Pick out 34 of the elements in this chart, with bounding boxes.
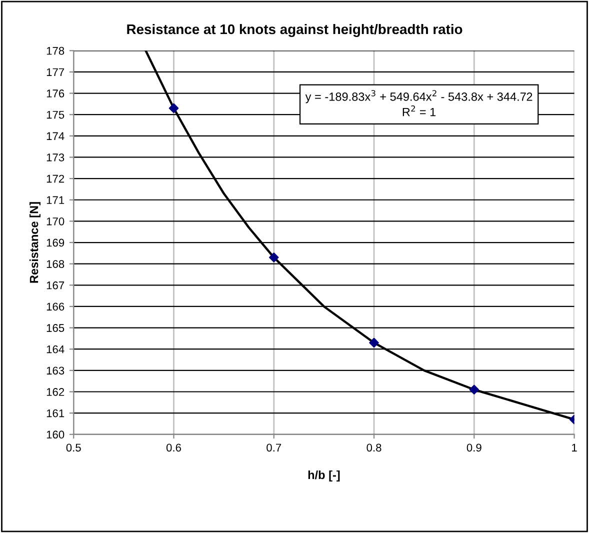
- x-tick-label: 0.6: [166, 444, 181, 452]
- y-tick-label: 171: [46, 196, 64, 204]
- y-tick-label: 162: [46, 388, 64, 396]
- point: [168, 103, 179, 114]
- x-axis-title: h/b [-]: [308, 470, 340, 482]
- x-tick-label: 0.5: [66, 444, 81, 452]
- point: [469, 384, 480, 394]
- y-axis-title: Resistance [N]: [30, 202, 41, 283]
- y-tick-label: 176: [46, 90, 64, 98]
- y-tick-label: 172: [46, 174, 64, 183]
- y-tick-label: 161: [46, 409, 64, 418]
- x-tick-label: 0.8: [366, 444, 382, 452]
- y-tick-label: 178: [46, 46, 64, 55]
- y-tick-label: 169: [46, 238, 64, 247]
- annotation: R$^{2}$ = 1: [402, 105, 436, 116]
- y-tick-label: 170: [46, 217, 64, 226]
- y-tick-label: 173: [46, 154, 64, 162]
- y-tick-label: 163: [46, 366, 64, 375]
- y-tick-label: 175: [46, 110, 64, 119]
- x-tick-label: 0.7: [266, 444, 282, 452]
- point: [269, 252, 279, 262]
- x-tick-label: 1: [572, 444, 577, 452]
- y-tick-label: 164: [46, 345, 64, 354]
- y-tick-label: 177: [46, 68, 64, 76]
- y-tick-label: 167: [46, 281, 64, 290]
- y-tick-label: 174: [46, 132, 64, 140]
- y-tick-label: 165: [46, 324, 64, 332]
- y-tick-label: 160: [46, 430, 64, 439]
- chart-title: Resistance at 10 knots against height/breadth ratio: [127, 24, 462, 37]
- x-tick-label: 0.9: [466, 444, 482, 452]
- y-tick-label: 168: [46, 260, 64, 268]
- annotation: y = -189.83x$^{3}$ + 549.64x$^{2}$ - 543.8x + 344.72: [305, 90, 532, 104]
- point: [369, 338, 379, 348]
- y-tick-label: 166: [46, 302, 64, 311]
